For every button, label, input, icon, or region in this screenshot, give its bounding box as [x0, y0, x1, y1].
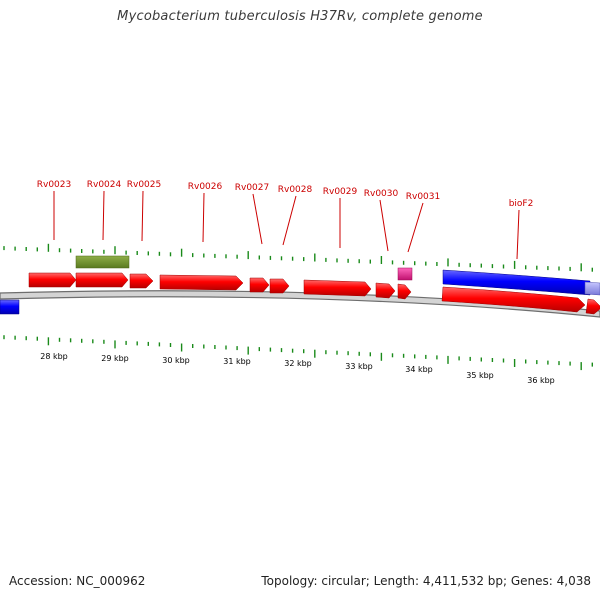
- gene-label[interactable]: Rv0024: [87, 180, 122, 190]
- gene-label[interactable]: Rv0027: [235, 183, 269, 193]
- cds-reverse-left-block[interactable]: [0, 299, 20, 315]
- scale-label: 34 kbp: [405, 365, 433, 374]
- gene-label[interactable]: bioF2: [509, 199, 534, 209]
- scale-label-layer: 28 kbp 29 kbp 30 kbp 31 kbp 32 kbp 33 kbp 34 k…: [40, 352, 555, 385]
- gene-leader-line: [379, 199, 389, 252]
- topology-summary-text: Topology: circular; Length: 4,411,532 bp…: [261, 574, 591, 588]
- gene-label[interactable]: Rv0026: [188, 182, 223, 192]
- misc-feature-block[interactable]: [75, 255, 130, 269]
- cds-arrow-rv0029[interactable]: [303, 279, 372, 297]
- cds-arrow-biof2[interactable]: [441, 286, 586, 313]
- small-feature-block[interactable]: [397, 267, 413, 281]
- scale-label: 30 kbp: [162, 356, 190, 365]
- scale-label: 35 kbp: [466, 371, 494, 380]
- scale-label: 31 kbp: [223, 357, 251, 366]
- accession-text: Accession: NC_000962: [9, 574, 146, 588]
- cds-arrow-rv0031[interactable]: [397, 283, 412, 300]
- scale-label: 29 kbp: [101, 354, 129, 363]
- gene-leader-line: [141, 190, 144, 242]
- cds-arrow-rv0025[interactable]: [129, 273, 154, 289]
- map-title: Mycobacterium tuberculosis H37Rv, comple…: [117, 9, 483, 24]
- gene-label[interactable]: Rv0029: [323, 187, 358, 197]
- feature-track: [0, 255, 600, 315]
- genome-backbone: [0, 290, 600, 318]
- gene-leader-line: [516, 209, 520, 260]
- scale-label: 32 kbp: [284, 359, 312, 368]
- cds-arrow-rv0028[interactable]: [269, 278, 290, 294]
- cds-arrow-rv0023[interactable]: [28, 272, 77, 288]
- cds-reverse-pale-block[interactable]: [584, 281, 600, 296]
- gene-leader-line: [252, 193, 263, 245]
- cds-arrow-rv0030[interactable]: [375, 282, 396, 299]
- gene-leader-line: [102, 190, 105, 241]
- gene-label[interactable]: Rv0028: [278, 185, 313, 195]
- gene-leader-line: [282, 195, 297, 246]
- scale-label: 33 kbp: [345, 362, 373, 371]
- gene-label[interactable]: Rv0031: [406, 192, 440, 202]
- cds-reverse-block[interactable]: [442, 269, 591, 296]
- gene-label[interactable]: Rv0030: [364, 189, 399, 199]
- cds-arrow-rv0024[interactable]: [75, 272, 129, 288]
- cds-arrow-rv0026[interactable]: [159, 274, 244, 291]
- gene-label-layer: Rv0023 Rv0024 Rv0025 Rv0026 Rv0027 Rv0028 Rv00…: [37, 180, 534, 260]
- gene-label[interactable]: Rv0025: [127, 180, 161, 190]
- scale-label: 28 kbp: [40, 352, 68, 361]
- scale-label: 36 kbp: [527, 376, 555, 385]
- upper-tick-row: [3, 243, 593, 272]
- lower-tick-row: [3, 335, 593, 371]
- cds-arrow-next[interactable]: [585, 298, 600, 315]
- gene-label[interactable]: Rv0023: [37, 180, 71, 190]
- gene-leader-line: [202, 192, 205, 243]
- gene-leader-line: [407, 202, 424, 253]
- cds-arrow-rv0027[interactable]: [249, 277, 270, 293]
